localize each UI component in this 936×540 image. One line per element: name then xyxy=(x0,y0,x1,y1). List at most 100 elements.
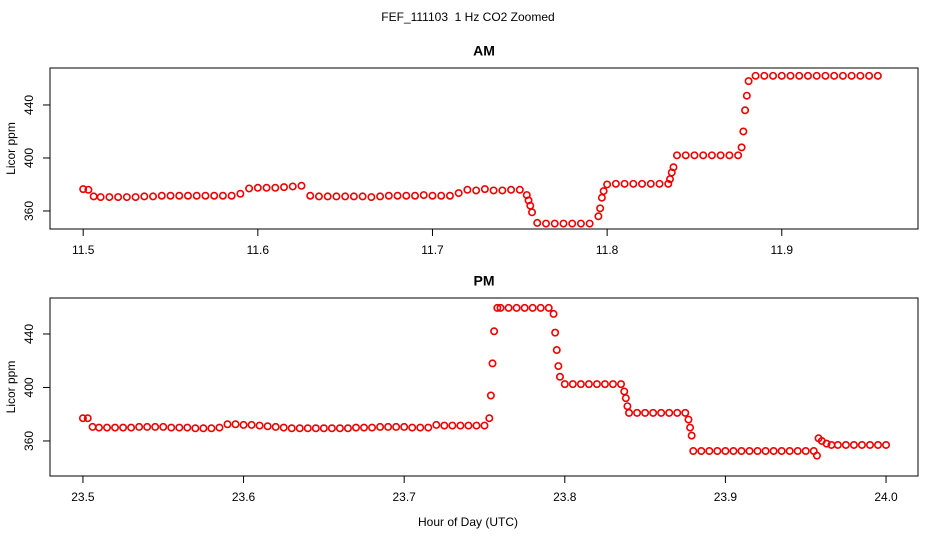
data-point xyxy=(392,422,401,431)
data-point xyxy=(319,424,328,433)
data-point xyxy=(149,192,158,201)
data-point xyxy=(376,422,385,431)
data-point xyxy=(88,422,97,431)
data-point xyxy=(576,219,585,228)
panel-title: PM xyxy=(474,273,495,289)
data-point xyxy=(657,408,666,417)
data-point xyxy=(349,192,358,201)
data-point xyxy=(183,423,192,432)
data-point xyxy=(744,77,753,86)
plot-frame xyxy=(49,67,919,230)
data-point xyxy=(94,423,103,432)
data-point xyxy=(493,303,502,312)
data-point xyxy=(411,191,420,200)
data-point xyxy=(713,446,722,455)
data-point xyxy=(594,212,603,221)
y-axis-label: Licor ppm xyxy=(4,361,18,414)
x-tick-label: 23.7 xyxy=(392,490,416,504)
data-point xyxy=(549,309,558,318)
data-point xyxy=(821,71,830,80)
data-point xyxy=(664,179,673,188)
data-point xyxy=(343,424,352,433)
data-point xyxy=(236,189,245,198)
data-point xyxy=(463,185,472,194)
data-point xyxy=(857,440,866,449)
data-point xyxy=(192,191,201,200)
y-tick-label: 360 xyxy=(22,201,36,221)
figure-title: FEF_111103 1 Hz CO2 Zoomed xyxy=(381,10,554,24)
data-point xyxy=(341,192,350,201)
data-point xyxy=(882,440,891,449)
data-point xyxy=(560,380,569,389)
data-point xyxy=(255,421,264,430)
data-point xyxy=(456,421,465,430)
data-point xyxy=(207,424,216,433)
data-point xyxy=(745,446,754,455)
data-point xyxy=(271,422,280,431)
data-point xyxy=(761,446,770,455)
data-point xyxy=(306,191,315,200)
data-point xyxy=(528,208,537,217)
data-point xyxy=(541,219,550,228)
data-point xyxy=(585,219,594,228)
data-point xyxy=(734,151,743,160)
data-point xyxy=(655,179,664,188)
data-point xyxy=(280,183,289,192)
data-point xyxy=(520,303,529,312)
data-point xyxy=(600,380,609,389)
data-point xyxy=(568,219,577,228)
data-point xyxy=(122,193,131,202)
data-point xyxy=(822,439,831,448)
data-point xyxy=(865,71,874,80)
data-point xyxy=(716,151,725,160)
data-point xyxy=(432,420,441,429)
data-point xyxy=(801,446,810,455)
panel-title: AM xyxy=(473,43,495,59)
data-point xyxy=(131,193,140,202)
data-point xyxy=(183,191,192,200)
data-point xyxy=(314,192,323,201)
data-point xyxy=(599,187,608,196)
data-point xyxy=(119,423,128,432)
data-point xyxy=(873,71,882,80)
x-tick-label: 11.8 xyxy=(596,243,619,257)
data-point xyxy=(227,191,236,200)
data-point xyxy=(486,391,495,400)
data-point xyxy=(681,151,690,160)
data-point xyxy=(623,402,632,411)
data-point xyxy=(760,71,769,80)
data-point xyxy=(785,446,794,455)
data-point xyxy=(335,424,344,433)
data-point xyxy=(448,421,457,430)
data-point xyxy=(127,423,136,432)
data-point xyxy=(83,414,92,423)
x-tick-label: 11.9 xyxy=(771,243,794,257)
data-point xyxy=(480,421,489,430)
data-point xyxy=(689,446,698,455)
x-tick-label: 11.7 xyxy=(421,243,444,257)
data-point xyxy=(729,446,738,455)
data-point xyxy=(777,71,786,80)
data-point xyxy=(555,372,564,381)
data-point xyxy=(489,186,498,195)
data-point xyxy=(166,191,175,200)
data-point xyxy=(368,423,377,432)
data-point xyxy=(528,303,537,312)
data-point xyxy=(105,193,114,202)
data-point xyxy=(584,380,593,389)
data-point xyxy=(793,446,802,455)
data-point xyxy=(103,423,112,432)
data-point xyxy=(833,440,842,449)
data-point xyxy=(191,424,200,433)
data-point xyxy=(79,185,88,194)
data-point xyxy=(617,380,626,389)
data-point xyxy=(769,446,778,455)
data-point xyxy=(199,424,208,433)
data-point xyxy=(367,193,376,202)
data-point xyxy=(245,184,254,193)
data-point xyxy=(400,422,409,431)
data-point xyxy=(849,440,858,449)
data-point xyxy=(218,191,227,200)
data-point xyxy=(175,191,184,200)
data-point xyxy=(303,424,312,433)
